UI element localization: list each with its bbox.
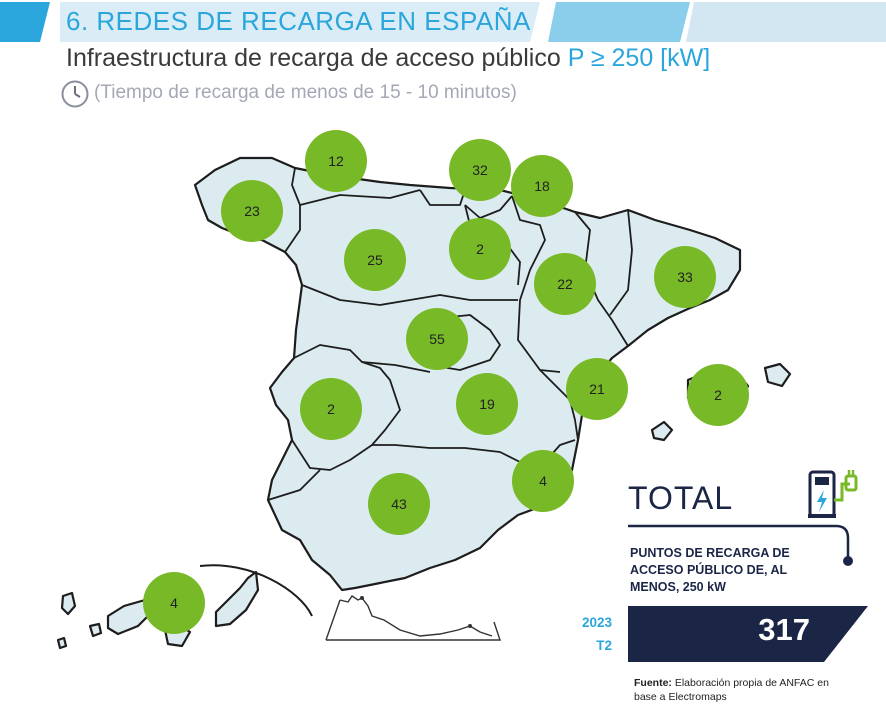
region-bubble-extremadura: 2	[300, 378, 362, 440]
region-bubble-comunidad-valenciana: 21	[566, 358, 628, 420]
region-bubble-pais-vasco: 18	[511, 155, 573, 217]
source-note: Fuente: Elaboración propia de ANFAC en b…	[634, 676, 854, 704]
ibiza-outline	[650, 420, 674, 442]
page-subtitle: Infraestructura de recarga de acceso púb…	[66, 44, 710, 73]
region-bubble-cantabria: 32	[449, 139, 511, 201]
total-title: TOTAL	[628, 480, 734, 516]
total-connector-line	[628, 524, 853, 566]
source-text: Elaboración propia de ANFAC en base a El…	[634, 677, 829, 703]
region-bubble-andalucia: 43	[368, 473, 430, 535]
source-label: Fuente:	[634, 677, 672, 689]
region-bubble-aragon: 22	[534, 253, 596, 315]
total-value: 317	[758, 612, 810, 647]
total-quarter: T2	[596, 638, 612, 653]
region-bubble-castilla-la-mancha: 19	[456, 373, 518, 435]
region-bubble-murcia: 4	[512, 450, 574, 512]
total-caption: PUNTOS DE RECARGA DE ACCESO PÚBLICO DE, …	[630, 546, 790, 594]
page-title: 6. REDES DE RECARGA EN ESPAÑA	[66, 6, 531, 36]
canary-island-6	[56, 636, 68, 650]
charging-time-note: (Tiempo de recarga de menos de 15 - 10 m…	[94, 82, 517, 103]
region-bubble-la-rioja: 2	[449, 218, 511, 280]
subtitle-main: Infraestructura de recarga de acceso púb…	[66, 44, 561, 72]
total-value-box	[628, 606, 868, 662]
canary-island-5	[214, 570, 260, 628]
subtitle-power-threshold: P ≥ 250 [kW]	[567, 44, 711, 72]
region-bubble-cataluna: 33	[654, 246, 716, 308]
canary-island-2	[88, 622, 103, 638]
region-bubble-asturias: 12	[305, 130, 367, 192]
region-bubble-baleares: 2	[687, 364, 749, 426]
canary-island-1	[60, 591, 77, 616]
region-bubble-canarias: 4	[143, 572, 205, 634]
clock-icon	[61, 80, 89, 108]
ev-charger-icon	[808, 470, 858, 518]
region-bubble-madrid: 55	[406, 308, 468, 370]
region-bubble-castilla-y-leon: 25	[344, 229, 406, 291]
total-year: 2023	[581, 615, 612, 630]
canary-island-3	[106, 598, 154, 636]
header-band	[0, 2, 886, 42]
menorca-outline	[763, 362, 792, 388]
region-bubble-galicia: 23	[221, 180, 283, 242]
